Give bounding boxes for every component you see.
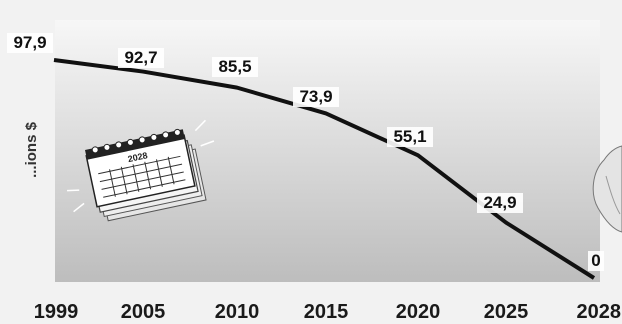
data-label: 73,9 xyxy=(299,87,332,106)
data-label: 24,9 xyxy=(483,193,516,212)
data-label-bg xyxy=(588,251,604,271)
data-label-bg xyxy=(477,193,523,213)
data-label-bg xyxy=(387,127,433,147)
data-label: 97,9 xyxy=(13,33,46,52)
x-tick-label: 2020 xyxy=(396,301,441,323)
calendar-illustration: 2028 xyxy=(67,119,215,222)
x-tick-label: 1999 xyxy=(34,301,79,323)
x-tick-label: 2010 xyxy=(215,301,260,323)
data-label-bg xyxy=(293,87,339,107)
data-label: 55,1 xyxy=(393,127,426,146)
data-label-bg xyxy=(7,33,53,53)
series-line xyxy=(53,58,596,280)
x-tick-label: 2028 xyxy=(577,301,622,323)
data-label-bg xyxy=(212,57,258,77)
calendar-year: 2028 xyxy=(127,150,149,164)
partial-illustration xyxy=(592,145,622,233)
y-axis-label: ...ions $ xyxy=(23,121,40,178)
data-label-bg xyxy=(118,48,164,68)
data-label: 85,5 xyxy=(218,57,251,76)
series-marks: 97,9 92,7 85,5 73,9 55,1 24,9 0 1999 2005 2010 201… xyxy=(7,33,621,323)
x-tick-label: 2025 xyxy=(484,301,529,323)
x-tick-label: 2015 xyxy=(304,301,349,323)
data-label: 0 xyxy=(591,251,600,270)
data-label: 92,7 xyxy=(124,48,157,67)
x-tick-label: 2005 xyxy=(121,301,166,323)
